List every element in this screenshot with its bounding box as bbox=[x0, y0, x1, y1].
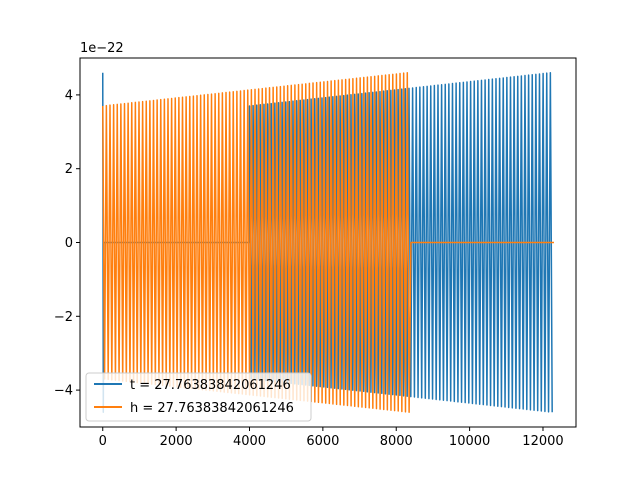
x-axis: 0 2000 4000 6000 8000 10000 12000 bbox=[99, 427, 564, 449]
x-tick-label: 2000 bbox=[160, 434, 193, 449]
series-line-1 bbox=[102, 72, 554, 413]
x-tick-label: 6000 bbox=[306, 434, 339, 449]
y-tick-label: −2 bbox=[54, 310, 73, 325]
y-tick-label: 0 bbox=[65, 236, 73, 251]
x-tick-label: 0 bbox=[99, 434, 107, 449]
x-tick-label: 10000 bbox=[449, 434, 490, 449]
x-tick-label: 12000 bbox=[522, 434, 563, 449]
y-tick-label: 2 bbox=[65, 162, 73, 177]
legend-label-h: h = 27.76383842061246 bbox=[130, 401, 294, 416]
y-tick-label: 4 bbox=[65, 88, 73, 103]
series-layer bbox=[102, 72, 554, 413]
y-offset-text: 1e−22 bbox=[80, 41, 124, 56]
x-tick-label: 4000 bbox=[233, 434, 266, 449]
legend: t = 27.76383842061246 h = 27.76383842061… bbox=[85, 372, 312, 422]
y-axis: −4 −2 0 2 4 bbox=[54, 88, 80, 399]
y-tick-label: −4 bbox=[54, 384, 73, 399]
legend-box bbox=[85, 372, 312, 422]
x-tick-label: 8000 bbox=[380, 434, 413, 449]
legend-label-t: t = 27.76383842061246 bbox=[130, 378, 291, 393]
